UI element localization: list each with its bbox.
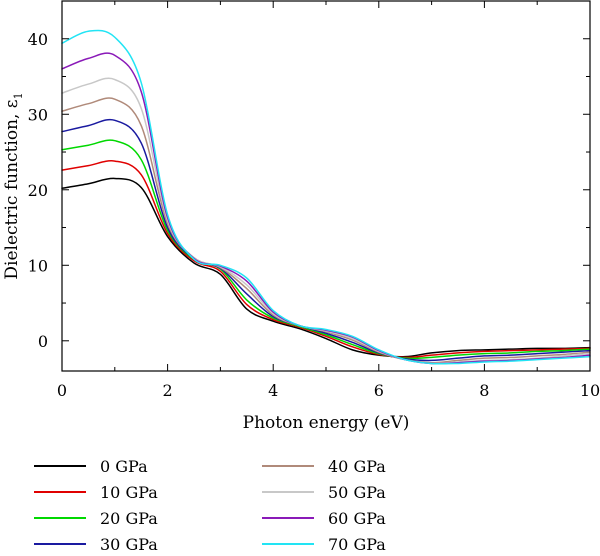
legend-item: 30 GPa (34, 535, 158, 554)
x-axis-label: Photon energy (eV) (243, 413, 410, 433)
series-line-20-gpa (61, 139, 591, 360)
legend-label: 40 GPa (328, 457, 386, 476)
x-tick-label: 8 (479, 381, 489, 400)
x-tick-label: 2 (163, 381, 173, 400)
legend-item: 10 GPa (34, 483, 158, 502)
legend-item: 50 GPa (262, 483, 386, 502)
x-tick-label: 6 (374, 381, 384, 400)
series-line-30-gpa (61, 118, 591, 362)
legend-label: 50 GPa (328, 483, 386, 502)
legend-label: 10 GPa (100, 483, 158, 502)
legend-label: 0 GPa (100, 457, 148, 476)
legend-label: 70 GPa (328, 535, 386, 554)
y-axis-label-subscript: 1 (12, 92, 25, 99)
x-tick-label: 10 (580, 381, 600, 400)
series-line-0-gpa (61, 177, 591, 358)
y-tick-label: 20 (28, 181, 48, 200)
y-tick-label: 0 (38, 332, 48, 351)
plot-lines (61, 29, 591, 365)
series-line-70-gpa (61, 29, 591, 365)
axis-ticks (61, 1, 591, 371)
legend-item: 0 GPa (34, 457, 148, 476)
x-tick-label: 0 (57, 381, 67, 400)
y-tick-label: 40 (28, 30, 48, 49)
plot-frame (61, 0, 591, 372)
y-axis-label-main: Dielectric function, ε (2, 99, 22, 279)
x-tick-label: 4 (268, 381, 278, 400)
tick-labels: 0 2 4 6 8 10 0 10 20 30 40 (28, 30, 600, 400)
legend-item: 20 GPa (34, 509, 158, 528)
y-tick-label: 10 (28, 256, 48, 275)
series-line-60-gpa (61, 52, 591, 365)
series-line-50-gpa (61, 77, 591, 365)
legend: 0 GPa 10 GPa 20 GPa 30 GPa 40 GPa 50 GPa 60 GP… (34, 457, 386, 554)
legend-item: 60 GPa (262, 509, 386, 528)
legend-label: 30 GPa (100, 535, 158, 554)
legend-item: 40 GPa (262, 457, 386, 476)
legend-item: 70 GPa (262, 535, 386, 554)
y-tick-label: 30 (28, 105, 48, 124)
series-line-10-gpa (61, 160, 591, 359)
legend-label: 60 GPa (328, 509, 386, 528)
y-axis-label: Dielectric function, ε1 (2, 92, 25, 279)
series-line-40-gpa (61, 97, 591, 364)
legend-label: 20 GPa (100, 509, 158, 528)
